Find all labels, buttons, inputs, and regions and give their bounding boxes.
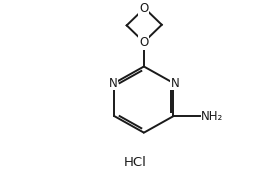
Text: N: N <box>109 77 117 90</box>
Text: O: O <box>139 2 148 15</box>
Text: NH₂: NH₂ <box>201 110 223 123</box>
Text: HCl: HCl <box>124 156 146 169</box>
Text: O: O <box>139 36 148 49</box>
Text: N: N <box>171 77 179 90</box>
